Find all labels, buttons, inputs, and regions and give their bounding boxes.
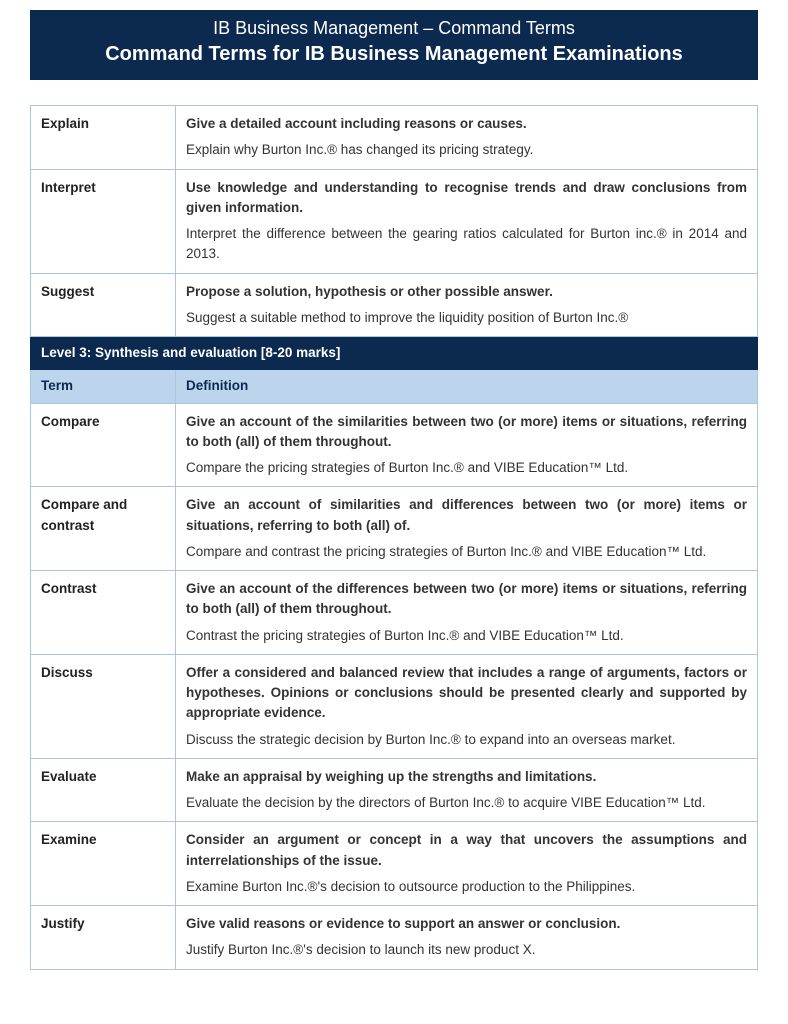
table-row: DiscussOffer a considered and balanced r… <box>31 654 758 758</box>
example-text: Examine Burton Inc.®'s decision to outso… <box>186 877 747 897</box>
term-cell: Examine <box>31 822 176 906</box>
table-row: Suggest Propose a solution, hypothesis or… <box>31 273 758 337</box>
term-cell: Discuss <box>31 654 176 758</box>
definition-cell: Give an account of the differences betwe… <box>176 571 758 655</box>
definition-cell: Make an appraisal by weighing up the str… <box>176 758 758 822</box>
definition-cell: Offer a considered and balanced review t… <box>176 654 758 758</box>
table-row: InterpretUse knowledge and understanding… <box>31 169 758 273</box>
example-text: Compare the pricing strategies of Burton… <box>186 458 747 478</box>
table-row: Justify Give valid reasons or evidence to… <box>31 906 758 970</box>
definition-text: Offer a considered and balanced review t… <box>186 663 747 724</box>
table-row: Evaluate Make an appraisal by weighing up… <box>31 758 758 822</box>
example-text: Suggest a suitable method to improve the… <box>186 308 747 328</box>
page-header: IB Business Management – Command Terms C… <box>30 10 758 80</box>
table-row: Compare and contrastGive an account of s… <box>31 487 758 571</box>
definition-text: Give an account of similarities and diff… <box>186 495 747 536</box>
definition-text: Consider an argument or concept in a way… <box>186 830 747 871</box>
term-cell: Compare <box>31 403 176 487</box>
example-text: Discuss the strategic decision by Burton… <box>186 730 747 750</box>
header-title: Command Terms for IB Business Management… <box>40 43 748 66</box>
col-header-term: Term <box>31 370 176 403</box>
header-subtitle: IB Business Management – Command Terms <box>40 18 748 39</box>
example-text: Contrast the pricing strategies of Burto… <box>186 626 747 646</box>
definition-cell: Consider an argument or concept in a way… <box>176 822 758 906</box>
definition-cell: Use knowledge and understanding to recog… <box>176 169 758 273</box>
example-text: Evaluate the decision by the directors o… <box>186 793 747 813</box>
table-row: CompareGive an account of the similariti… <box>31 403 758 487</box>
term-cell: Suggest <box>31 273 176 337</box>
col-header-definition: Definition <box>176 370 758 403</box>
definition-text: Use knowledge and understanding to recog… <box>186 178 747 219</box>
level-header-cell: Level 3: Synthesis and evaluation [8-20 … <box>31 337 758 370</box>
example-text: Interpret the difference between the gea… <box>186 224 747 265</box>
definition-cell: Propose a solution, hypothesis or other … <box>176 273 758 337</box>
term-cell: Justify <box>31 906 176 970</box>
example-text: Compare and contrast the pricing strateg… <box>186 542 747 562</box>
command-terms-table: Explain Give a detailed account including… <box>30 105 758 970</box>
table-row: ExamineConsider an argument or concept i… <box>31 822 758 906</box>
definition-text: Give an account of the differences betwe… <box>186 579 747 620</box>
definition-text: Propose a solution, hypothesis or other … <box>186 282 747 302</box>
term-cell: Compare and contrast <box>31 487 176 571</box>
definition-cell: Give a detailed account including reason… <box>176 106 758 170</box>
example-text: Justify Burton Inc.®'s decision to launc… <box>186 940 747 960</box>
term-cell: Explain <box>31 106 176 170</box>
term-cell: Evaluate <box>31 758 176 822</box>
table-row: Explain Give a detailed account including… <box>31 106 758 170</box>
example-text: Explain why Burton Inc.® has changed its… <box>186 140 747 160</box>
level-header-row: Level 3: Synthesis and evaluation [8-20 … <box>31 337 758 370</box>
definition-text: Make an appraisal by weighing up the str… <box>186 767 747 787</box>
definition-text: Give valid reasons or evidence to suppor… <box>186 914 747 934</box>
column-header-row: Term Definition <box>31 370 758 403</box>
definition-text: Give an account of the similarities betw… <box>186 412 747 453</box>
term-cell: Interpret <box>31 169 176 273</box>
definition-cell: Give valid reasons or evidence to suppor… <box>176 906 758 970</box>
definition-cell: Give an account of the similarities betw… <box>176 403 758 487</box>
definition-text: Give a detailed account including reason… <box>186 114 747 134</box>
term-cell: Contrast <box>31 571 176 655</box>
table-row: ContrastGive an account of the differenc… <box>31 571 758 655</box>
definition-cell: Give an account of similarities and diff… <box>176 487 758 571</box>
